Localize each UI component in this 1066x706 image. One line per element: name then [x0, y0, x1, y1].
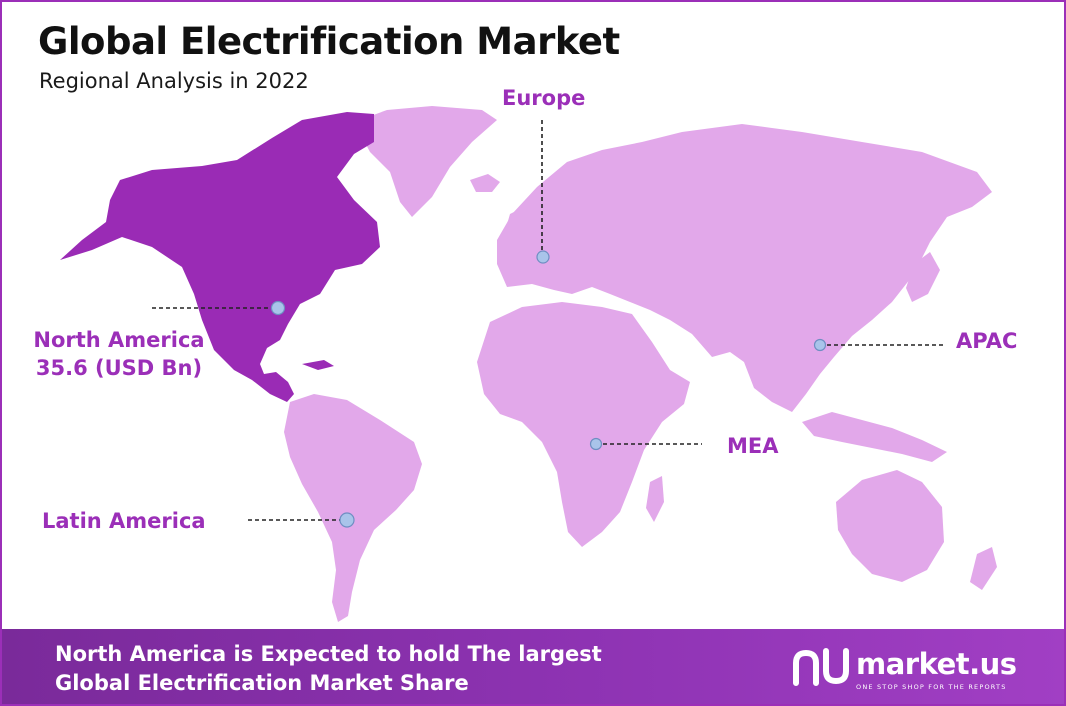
region-north-america: [60, 112, 380, 402]
brand-name: market.us: [856, 647, 1017, 681]
region-new-zealand: [970, 547, 997, 590]
brand-logo: market.us ONE STOP SHOP FOR THE REPORTS: [792, 647, 1042, 693]
latin-america-marker: [339, 512, 355, 528]
apac-marker: [813, 338, 827, 352]
page-subtitle: Regional Analysis in 2022: [39, 69, 309, 93]
north-america-value: 35.6 (USD Bn): [35, 356, 203, 380]
mea-marker: [589, 437, 603, 451]
footer-line-2: Global Electrification Market Share: [55, 671, 469, 695]
page-title: Global Electrification Market: [38, 20, 620, 63]
world-map: [60, 106, 997, 622]
apac-label: APAC: [956, 329, 1018, 353]
region-iceland: [470, 174, 500, 192]
north-america-label: North America 35.6 (USD Bn): [16, 326, 222, 382]
brand-tagline: ONE STOP SHOP FOR THE REPORTS: [856, 683, 1007, 691]
mea-label: MEA: [727, 434, 779, 458]
region-madagascar: [646, 476, 664, 522]
footer-line-1: North America is Expected to hold The la…: [55, 642, 602, 666]
region-caribbean: [302, 360, 334, 370]
footer-banner: North America is Expected to hold The la…: [2, 629, 1064, 704]
north-america-name: North America: [33, 328, 205, 352]
europe-marker: [536, 250, 550, 264]
region-africa: [477, 302, 690, 547]
europe-label: Europe: [502, 86, 586, 110]
region-se-asia-islands: [802, 412, 947, 462]
latin-america-label: Latin America: [42, 509, 206, 533]
region-greenland: [354, 106, 497, 217]
footer-message: North America is Expected to hold The la…: [55, 640, 602, 698]
market-us-logo-icon: [793, 648, 849, 686]
region-japan: [906, 252, 940, 302]
region-eurasia: [497, 124, 992, 412]
north-america-marker: [270, 300, 286, 316]
region-australia: [836, 470, 944, 582]
region-latin-america: [284, 394, 422, 622]
region-british-isles: [506, 208, 528, 242]
